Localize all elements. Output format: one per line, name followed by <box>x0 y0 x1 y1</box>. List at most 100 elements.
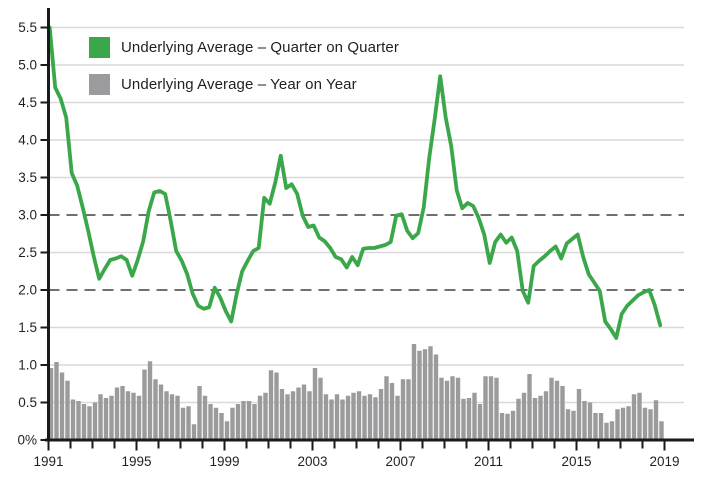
bar <box>543 391 549 440</box>
bar <box>202 395 208 440</box>
bar <box>219 413 224 440</box>
bar <box>582 401 587 440</box>
y-tick-label: 0.5 <box>18 395 37 410</box>
bar <box>114 387 120 440</box>
bar <box>499 413 505 440</box>
bar <box>532 398 538 440</box>
bar-series-year-on-year <box>48 344 664 440</box>
bar <box>373 397 378 440</box>
bar <box>290 391 296 440</box>
bar <box>510 410 516 440</box>
bar <box>455 377 461 440</box>
x-tick-label: 2011 <box>474 454 503 469</box>
quarter-on-quarter-swatch-icon <box>89 36 110 58</box>
y-axis-spine <box>47 8 50 441</box>
bar <box>274 372 279 440</box>
bar <box>147 361 153 440</box>
bar <box>208 404 213 440</box>
bar <box>48 368 54 440</box>
bar <box>560 386 565 440</box>
bar <box>301 384 307 440</box>
bar <box>307 391 312 440</box>
bar <box>252 404 257 440</box>
bar <box>378 389 384 440</box>
bar <box>153 379 158 440</box>
bar <box>235 404 241 440</box>
bar <box>400 379 406 440</box>
x-tick-label: 2003 <box>297 454 327 469</box>
bar <box>516 398 521 440</box>
bar <box>422 349 428 440</box>
bar <box>444 380 450 440</box>
bar <box>125 391 131 440</box>
bar <box>598 413 604 440</box>
bar <box>98 394 103 440</box>
bar <box>164 391 169 440</box>
legend: Underlying Average – Quarter on Quarter … <box>89 36 399 110</box>
bar <box>450 376 455 440</box>
bar <box>461 398 466 440</box>
x-tick-label: 2019 <box>649 454 679 469</box>
bar <box>65 380 70 440</box>
bar <box>197 386 202 440</box>
x-tick-label: 1999 <box>209 454 239 469</box>
bar <box>642 407 648 440</box>
bar <box>417 350 422 440</box>
bar <box>362 395 367 440</box>
bar <box>169 394 175 440</box>
line-series-quarter-on-quarter <box>47 25 663 340</box>
bar <box>521 392 527 440</box>
bar <box>626 406 631 440</box>
bar <box>54 362 59 440</box>
y-tick-label: 3.5 <box>18 170 37 185</box>
line-series <box>47 25 663 340</box>
bar <box>505 413 510 440</box>
bar <box>87 406 92 440</box>
bar <box>653 400 659 440</box>
y-tick-label: 5.5 <box>18 20 37 35</box>
bar <box>428 346 433 440</box>
bar <box>224 421 230 440</box>
bar <box>92 402 98 440</box>
bar <box>406 379 411 440</box>
bar <box>554 380 560 440</box>
y-tick-label: 3.0 <box>18 208 37 223</box>
bar <box>186 406 191 440</box>
bar <box>565 409 571 440</box>
y-tick-label: 5.0 <box>18 58 37 73</box>
bar <box>620 407 626 440</box>
bar <box>59 372 65 440</box>
bar <box>384 376 389 440</box>
bar <box>439 377 444 440</box>
bar <box>494 377 499 440</box>
bar <box>323 394 329 440</box>
bar <box>70 399 76 440</box>
bar <box>285 394 290 440</box>
x-axis-ticks: 1991 1995 1999 2003 2007 2011 2015 2019 <box>33 441 680 469</box>
bar <box>593 413 598 440</box>
axes <box>45 8 694 442</box>
bar <box>483 376 488 440</box>
bar <box>103 398 109 440</box>
bar <box>268 370 274 440</box>
year-on-year-swatch-icon <box>89 73 110 95</box>
bar <box>587 402 593 440</box>
bar <box>411 344 417 440</box>
bar <box>648 409 653 440</box>
bar <box>571 410 576 440</box>
bar <box>472 392 477 440</box>
year-on-year-label: Underlying Average – Year on Year <box>121 75 357 93</box>
bar <box>367 394 373 440</box>
bar <box>345 395 351 440</box>
bar <box>334 394 340 440</box>
bar <box>230 407 235 440</box>
quarter-on-quarter-label: Underlying Average – Quarter on Quarter <box>121 38 399 56</box>
legend-item-year-on-year: Underlying Average – Year on Year <box>89 73 399 95</box>
bar <box>604 422 609 440</box>
bar <box>615 409 620 440</box>
bar <box>609 421 615 440</box>
bar <box>637 392 642 440</box>
bar <box>466 398 472 440</box>
bar <box>257 395 263 440</box>
